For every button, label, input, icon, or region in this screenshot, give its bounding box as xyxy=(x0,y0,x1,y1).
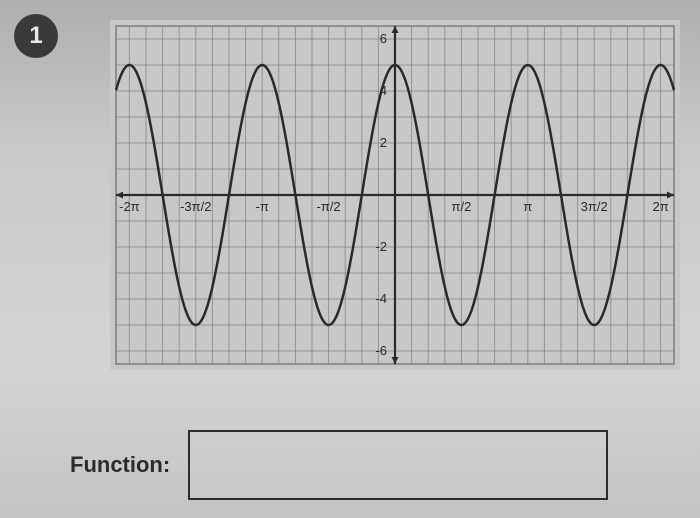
svg-text:2π: 2π xyxy=(653,199,669,214)
svg-text:-2π: -2π xyxy=(119,199,140,214)
trig-graph: -2π-3π/2-π-π/2π/2π3π/22π642-2-4-6 xyxy=(110,20,680,370)
svg-text:-2: -2 xyxy=(375,239,387,254)
answer-box[interactable] xyxy=(188,430,608,500)
worksheet-page: 1 -2π-3π/2-π-π/2π/2π3π/22π642-2-4-6 Func… xyxy=(0,0,700,518)
svg-text:π: π xyxy=(523,199,532,214)
svg-text:-π: -π xyxy=(256,199,269,214)
problem-number: 1 xyxy=(29,22,42,50)
svg-text:-4: -4 xyxy=(375,291,387,306)
svg-text:6: 6 xyxy=(380,31,387,46)
function-label: Function: xyxy=(70,452,170,478)
svg-text:2: 2 xyxy=(380,135,387,150)
svg-text:-3π/2: -3π/2 xyxy=(180,199,211,214)
svg-text:3π/2: 3π/2 xyxy=(581,199,608,214)
svg-text:-6: -6 xyxy=(375,343,387,358)
chart-svg: -2π-3π/2-π-π/2π/2π3π/22π642-2-4-6 xyxy=(110,20,680,370)
svg-text:-π/2: -π/2 xyxy=(317,199,341,214)
svg-text:π/2: π/2 xyxy=(451,199,471,214)
function-row: Function: xyxy=(70,430,608,500)
problem-number-badge: 1 xyxy=(14,14,58,58)
